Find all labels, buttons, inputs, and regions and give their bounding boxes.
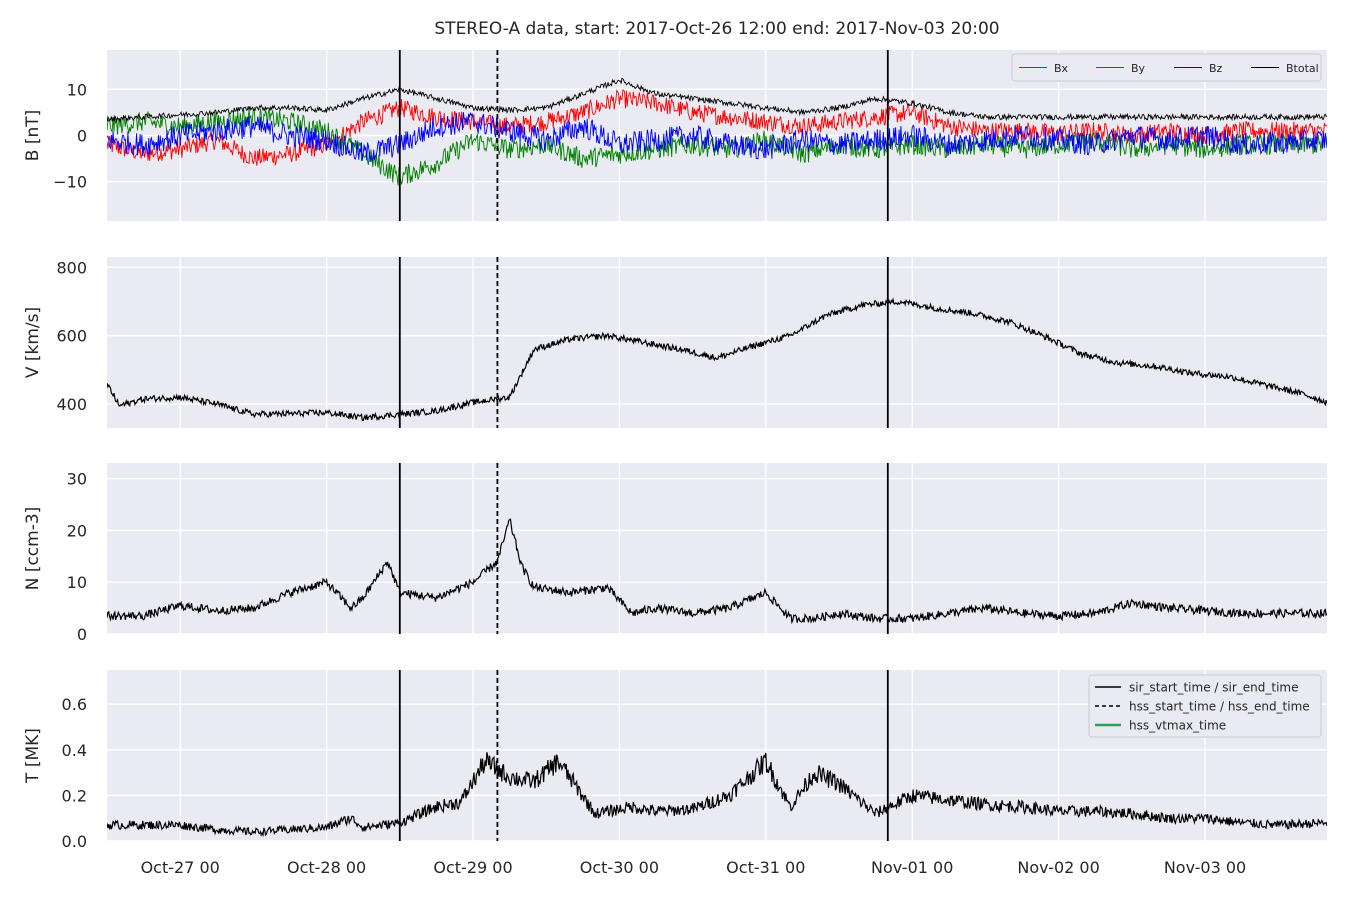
figure-title: STEREO-A data, start: 2017-Oct-26 12:00 … bbox=[434, 19, 1000, 39]
panel-t-ytick-label: 0.6 bbox=[62, 695, 87, 714]
panel-v: 400 600 800 V [km/s] bbox=[23, 257, 1327, 428]
xtick-label: Nov-01 00 bbox=[871, 858, 953, 877]
legend-t-label-0: sir_start_time / sir_end_time bbox=[1129, 681, 1299, 695]
panel-t-ytick-label: 0.0 bbox=[62, 832, 87, 851]
series-line-n bbox=[107, 518, 1327, 625]
panel-v-ytick-label: 400 bbox=[56, 395, 87, 414]
legend-b-label-bz: Bz bbox=[1209, 62, 1223, 75]
panel-n-ylabel: N [ccm-3] bbox=[23, 507, 43, 591]
xtick-label: Oct-28 00 bbox=[287, 858, 366, 877]
panel-t: 0.0 0.2 0.4 0.6 T [MK] Oct-27 00 Oct-28 00 Oct-… bbox=[23, 670, 1327, 877]
panel-n: 0 10 20 30 N [ccm-3] bbox=[23, 463, 1327, 644]
panel-t-ytick-label: 0.4 bbox=[62, 741, 87, 760]
panel-v-ytick-label: 800 bbox=[56, 258, 87, 277]
legend-t-box bbox=[1088, 674, 1322, 738]
panel-b-ytick-label: 10 bbox=[67, 80, 87, 99]
xtick-label: Oct-31 00 bbox=[726, 858, 805, 877]
panel-t-ytick-label: 0.2 bbox=[62, 786, 87, 805]
xtick-label: Oct-29 00 bbox=[433, 858, 512, 877]
panel-n-ytick-label: 20 bbox=[67, 521, 87, 540]
legend-b-box bbox=[1011, 53, 1322, 82]
xtick-label: Oct-30 00 bbox=[580, 858, 659, 877]
panel-v-ylabel: V [km/s] bbox=[23, 307, 43, 378]
panel-t-ylabel: T [MK] bbox=[23, 728, 43, 784]
panel-n-ytick-label: 10 bbox=[67, 573, 87, 592]
series-line-v bbox=[107, 297, 1327, 422]
series-line-bx bbox=[107, 89, 1327, 167]
series-line-t bbox=[107, 752, 1327, 838]
panel-b: −10 0 10 B [nT] Bx By Bz Btotal bbox=[23, 50, 1327, 221]
series-line-btotal bbox=[107, 77, 1327, 123]
legend-t-label-2: hss_vtmax_time bbox=[1129, 719, 1226, 733]
legend-t-label-1: hss_start_time / hss_end_time bbox=[1129, 700, 1310, 714]
panel-v-background bbox=[107, 257, 1327, 428]
legend-b-label-bx: Bx bbox=[1054, 62, 1069, 75]
legend-b-label-by: By bbox=[1131, 62, 1146, 75]
legend-b-label-btotal: Btotal bbox=[1286, 62, 1319, 75]
xtick-label: Oct-27 00 bbox=[141, 858, 220, 877]
series-line-bz bbox=[107, 112, 1327, 163]
panel-n-background bbox=[107, 463, 1327, 634]
panel-v-ytick-label: 600 bbox=[56, 327, 87, 346]
panel-b-ytick-label: 0 bbox=[77, 127, 87, 146]
xtick-label: Nov-02 00 bbox=[1017, 858, 1099, 877]
panel-n-ytick-label: 30 bbox=[67, 470, 87, 489]
panel-n-ytick-label: 0 bbox=[77, 625, 87, 644]
xtick-label: Nov-03 00 bbox=[1164, 858, 1246, 877]
panel-b-ylabel: B [nT] bbox=[23, 110, 43, 162]
panel-b-ytick-label: −10 bbox=[53, 173, 87, 192]
